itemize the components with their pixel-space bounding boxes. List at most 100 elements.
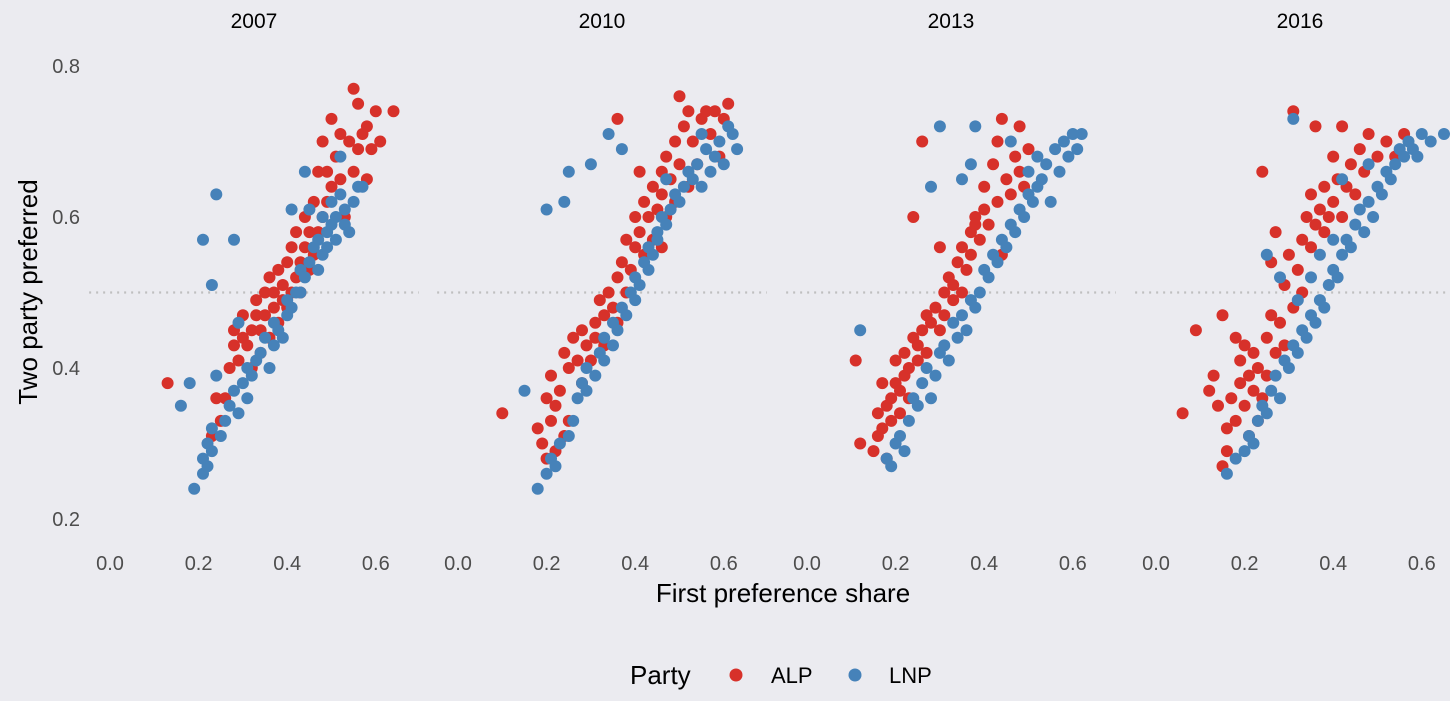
- data-point-alp: [1000, 173, 1013, 186]
- data-point-alp: [589, 316, 602, 329]
- data-point-alp: [1229, 414, 1242, 427]
- data-point-alp: [312, 165, 325, 178]
- data-point-alp: [267, 286, 280, 299]
- data-point-lnp: [1438, 128, 1450, 140]
- data-point-lnp: [553, 437, 566, 450]
- y-tick-label: 0.6: [52, 207, 80, 229]
- data-point-lnp: [898, 445, 911, 458]
- data-point-alp: [553, 384, 566, 397]
- data-point-lnp: [1282, 362, 1295, 374]
- data-point-lnp: [598, 354, 611, 367]
- legend-label-alp: ALP: [771, 663, 813, 688]
- data-point-alp: [995, 112, 1008, 125]
- x-tick-label: 0.4: [970, 553, 998, 575]
- data-point-lnp: [902, 414, 915, 427]
- data-point-alp: [1247, 346, 1260, 359]
- data-point-lnp: [1336, 173, 1349, 186]
- data-point-lnp: [531, 482, 544, 495]
- data-point-alp: [607, 301, 619, 314]
- data-point-lnp: [1260, 248, 1273, 261]
- data-point-lnp: [580, 384, 593, 397]
- data-point-lnp: [540, 467, 553, 480]
- data-point-alp: [1278, 339, 1291, 352]
- data-point-lnp: [263, 362, 276, 374]
- data-point-lnp: [329, 211, 342, 223]
- data-point-lnp: [607, 339, 619, 352]
- data-point-alp: [1238, 399, 1251, 412]
- legend-marker-lnp: [848, 668, 862, 682]
- data-point-lnp: [1287, 112, 1300, 125]
- data-point-alp: [1256, 165, 1269, 178]
- data-point-alp: [1189, 324, 1202, 337]
- data-point-lnp: [629, 294, 642, 307]
- data-point-alp: [580, 339, 593, 352]
- data-point-alp: [562, 362, 575, 374]
- data-point-alp: [1013, 165, 1026, 178]
- data-point-alp: [259, 309, 271, 322]
- x-tick-label: 0.2: [185, 553, 213, 575]
- data-point-alp: [956, 241, 968, 254]
- data-point-lnp: [312, 263, 325, 276]
- data-point-lnp: [1305, 271, 1317, 284]
- data-point-alp: [920, 346, 933, 359]
- facet-title: 2016: [1277, 10, 1324, 33]
- y-axis: 0.2 0.4 0.6 0.8: [52, 56, 80, 531]
- data-point-alp: [677, 120, 690, 133]
- x-tick-label: 0.6: [710, 553, 738, 575]
- data-point-alp: [889, 354, 902, 367]
- data-point-lnp: [201, 460, 214, 473]
- x-tick-label: 0.2: [533, 553, 561, 575]
- data-point-alp: [911, 339, 924, 352]
- data-point-lnp: [223, 399, 236, 412]
- data-point-alp: [933, 241, 946, 254]
- data-point-lnp: [1300, 331, 1313, 344]
- data-point-alp: [646, 180, 659, 193]
- y-tick-label: 0.4: [52, 358, 80, 380]
- data-point-lnp: [938, 339, 951, 352]
- data-point-alp: [272, 263, 285, 276]
- data-point-lnp: [713, 135, 726, 148]
- data-point-alp: [589, 331, 602, 344]
- data-point-lnp: [298, 271, 311, 284]
- data-point-alp: [894, 407, 906, 420]
- data-point-lnp: [259, 331, 271, 344]
- data-point-lnp: [205, 445, 218, 458]
- data-point-alp: [1269, 226, 1282, 239]
- data-point-lnp: [1362, 195, 1375, 208]
- data-point-alp: [704, 128, 717, 140]
- data-point-lnp: [1269, 369, 1282, 382]
- data-point-lnp: [325, 195, 338, 208]
- data-point-lnp: [549, 460, 562, 473]
- data-point-alp: [325, 180, 338, 193]
- facet-title: 2007: [231, 10, 278, 33]
- data-point-lnp: [1336, 248, 1349, 261]
- data-point-alp: [669, 135, 682, 148]
- data-point-alp: [223, 362, 236, 374]
- legend-label-lnp: LNP: [889, 663, 932, 688]
- data-point-lnp: [925, 180, 937, 193]
- data-point-lnp: [294, 286, 307, 299]
- data-point-alp: [161, 377, 174, 390]
- data-point-lnp: [969, 120, 982, 133]
- data-point-lnp: [920, 362, 933, 374]
- data-point-lnp: [1318, 301, 1331, 314]
- data-point-lnp: [1053, 165, 1066, 178]
- data-point-alp: [531, 422, 544, 435]
- x-tick-label: 0.0: [444, 553, 472, 575]
- data-point-alp: [1274, 316, 1286, 329]
- data-point-alp: [1203, 384, 1216, 397]
- legend: Party ALP LNP: [630, 660, 932, 690]
- data-point-alp: [1234, 354, 1247, 367]
- data-point-lnp: [1044, 195, 1057, 208]
- data-point-lnp: [1291, 346, 1304, 359]
- data-point-alp: [933, 324, 946, 337]
- data-point-alp: [1313, 203, 1326, 216]
- data-point-lnp: [188, 482, 201, 495]
- data-point-lnp: [571, 392, 584, 405]
- data-point-alp: [1229, 331, 1242, 344]
- data-point-lnp: [1384, 173, 1397, 186]
- data-point-lnp: [562, 165, 575, 178]
- data-point-lnp: [1424, 135, 1437, 148]
- data-point-lnp: [911, 399, 924, 412]
- data-point-lnp: [1358, 226, 1371, 239]
